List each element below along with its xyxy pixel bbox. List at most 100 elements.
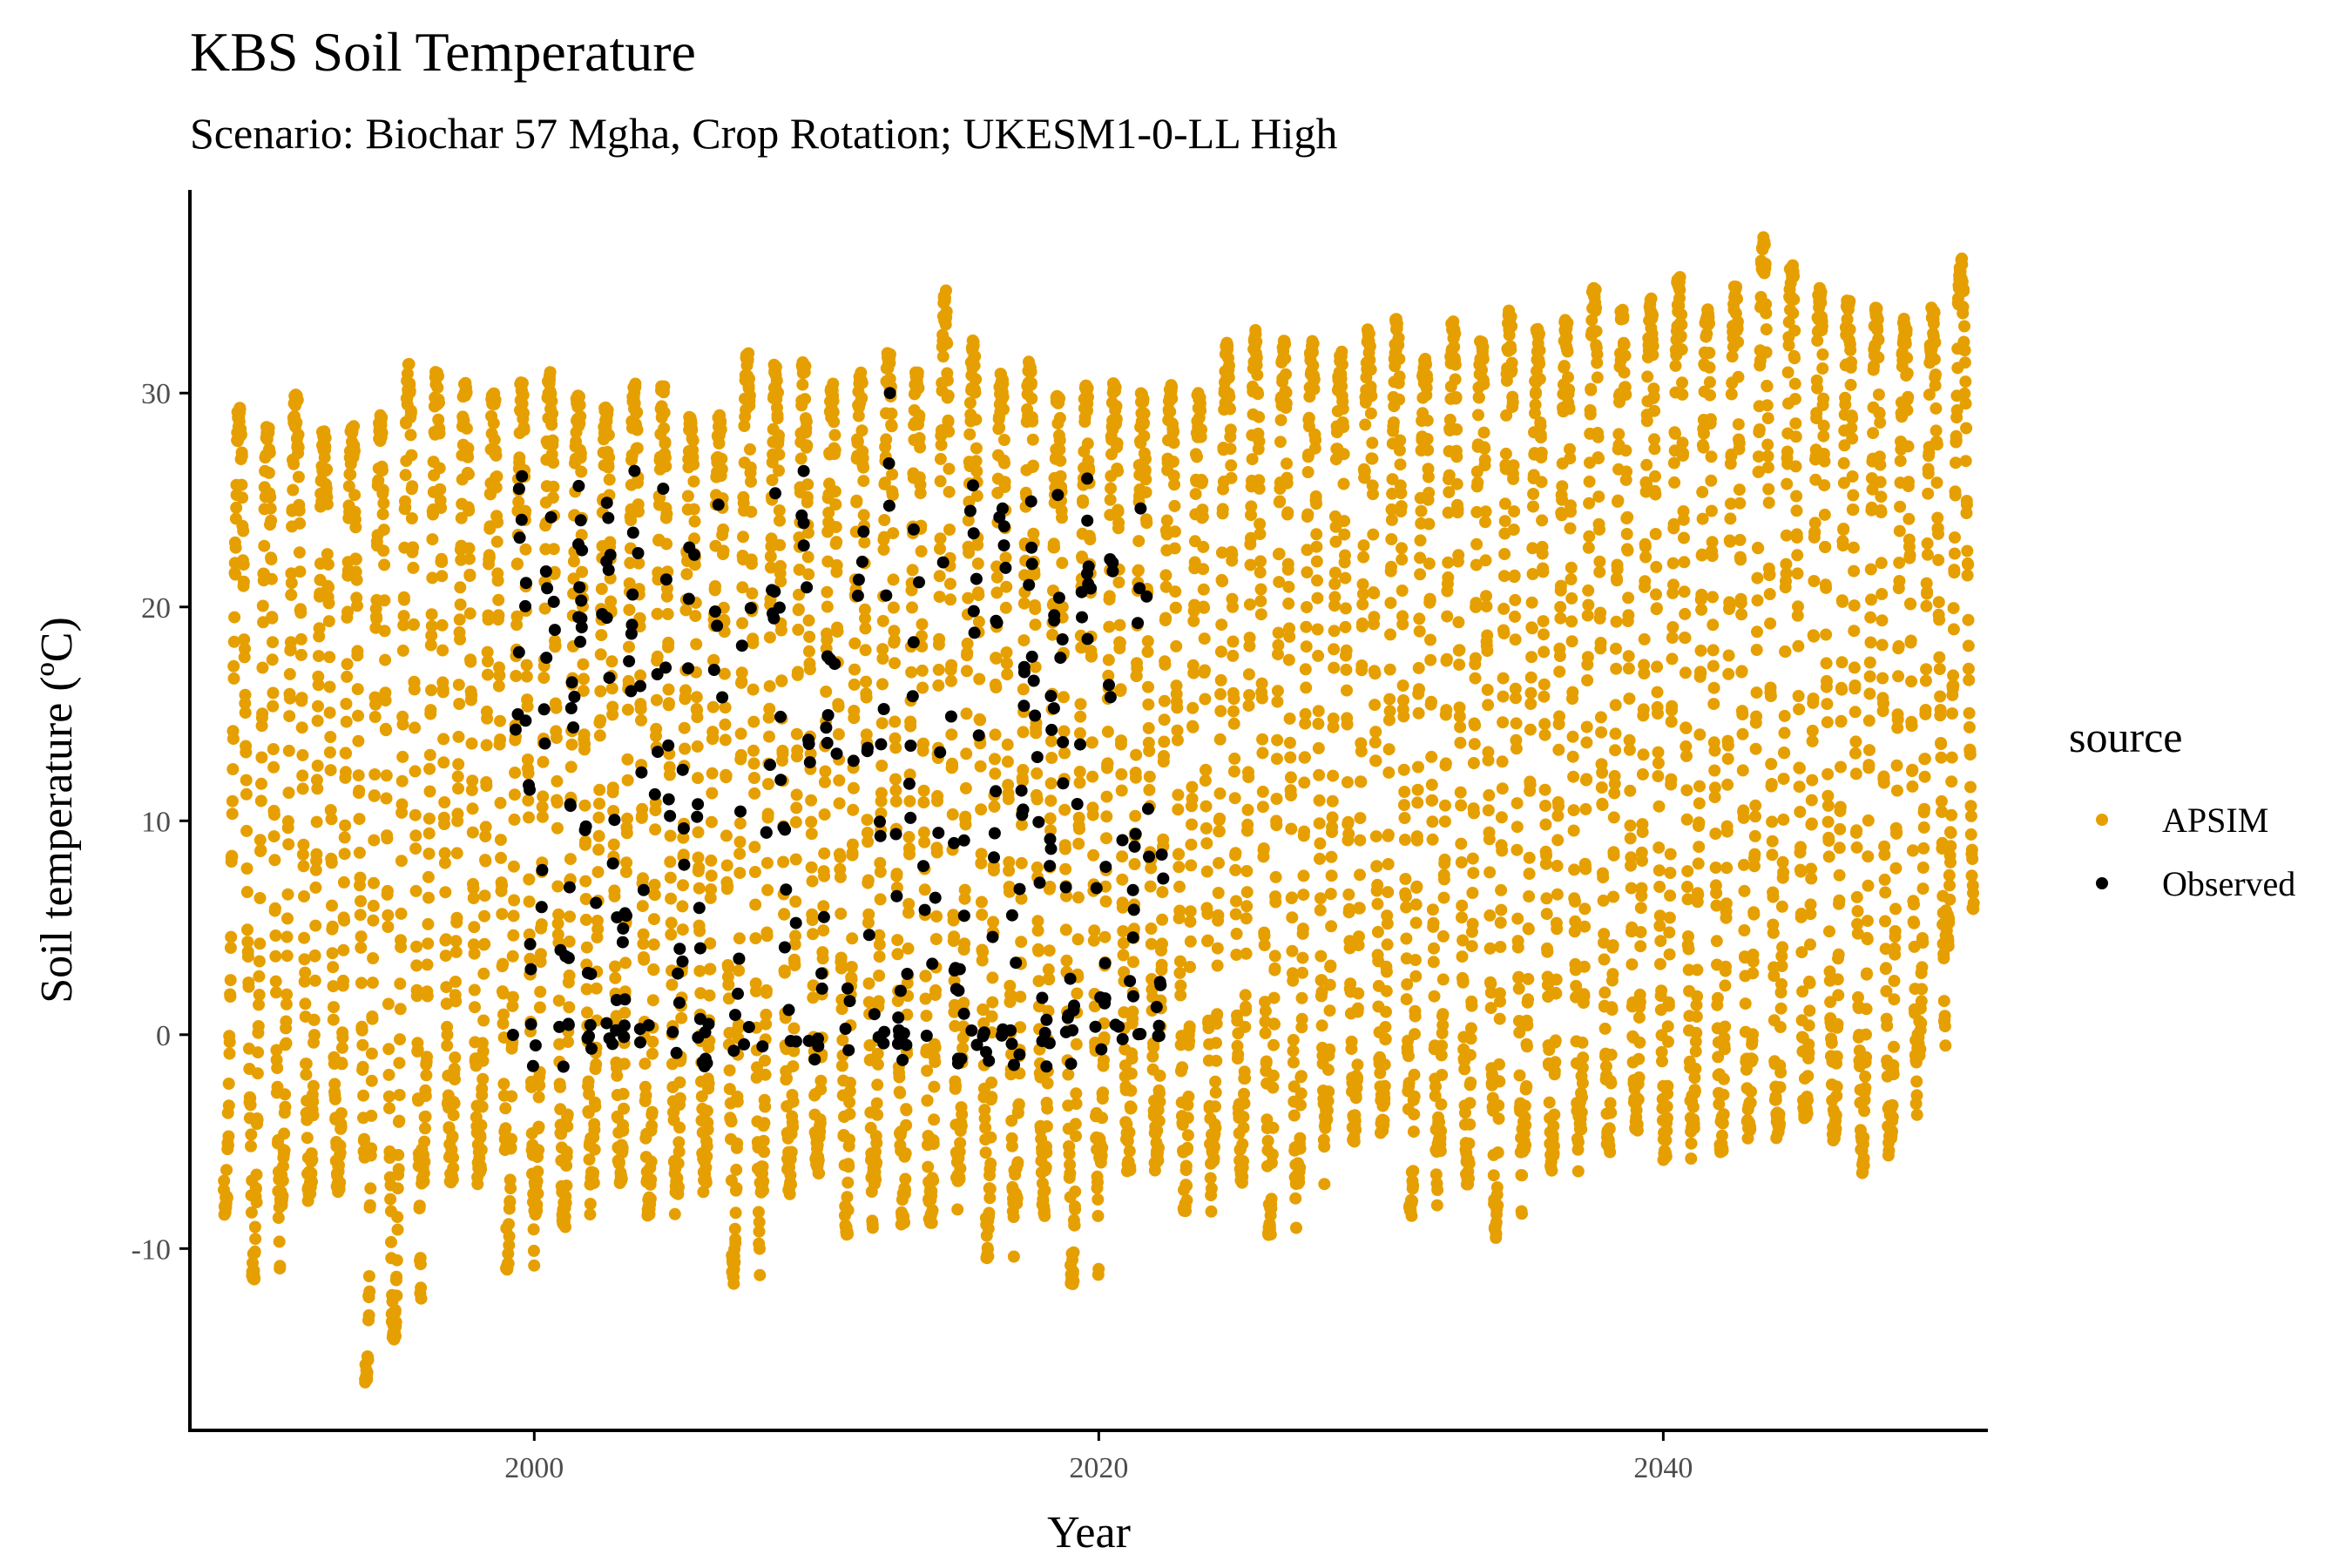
apsim-point (421, 990, 434, 1003)
apsim-point (365, 1074, 378, 1087)
apsim-point (1197, 583, 1210, 596)
apsim-point (619, 866, 632, 878)
apsim-point (1380, 984, 1393, 997)
apsim-point (998, 476, 1011, 489)
apsim-point (941, 337, 954, 350)
apsim-point (666, 978, 679, 991)
apsim-point (433, 427, 446, 440)
apsim-point (222, 1099, 235, 1112)
apsim-point (1397, 694, 1409, 706)
apsim-point (397, 610, 410, 623)
apsim-point (425, 684, 437, 697)
apsim-point (1381, 938, 1394, 951)
apsim-point (391, 1182, 404, 1195)
apsim-point (958, 937, 971, 950)
apsim-point (550, 701, 563, 714)
apsim-point (745, 475, 757, 488)
apsim-point (1382, 886, 1395, 899)
apsim-point (240, 886, 253, 898)
apsim-point (328, 1078, 341, 1091)
apsim-point (761, 883, 774, 896)
apsim-point (283, 710, 296, 723)
apsim-point (970, 373, 983, 386)
apsim-point (1100, 790, 1113, 803)
apsim-point (467, 938, 480, 951)
apsim-point (1482, 804, 1495, 817)
apsim-point (1396, 542, 1408, 555)
apsim-point (985, 1010, 998, 1023)
apsim-point (819, 765, 832, 778)
apsim-point (829, 498, 842, 511)
apsim-point (1407, 1125, 1420, 1139)
apsim-point (946, 760, 959, 774)
apsim-point (463, 570, 476, 582)
apsim-point (753, 1225, 766, 1238)
apsim-point (702, 1077, 715, 1090)
apsim-point (281, 814, 294, 828)
apsim-point (932, 679, 945, 692)
apsim-point (1463, 1157, 1476, 1170)
apsim-point (989, 728, 1002, 741)
apsim-point (1058, 803, 1071, 816)
apsim-point (1342, 815, 1355, 828)
apsim-point (942, 416, 955, 429)
apsim-point (693, 882, 706, 895)
apsim-point (631, 406, 644, 419)
apsim-point (455, 511, 468, 524)
apsim-point (743, 372, 755, 385)
apsim-point (409, 829, 422, 842)
apsim-point (408, 618, 420, 631)
apsim-point (721, 880, 734, 893)
apsim-point (1307, 337, 1320, 350)
apsim-point (1484, 866, 1497, 879)
apsim-point (830, 558, 843, 571)
apsim-point (531, 1187, 544, 1200)
apsim-point (1112, 576, 1125, 589)
apsim-point (1143, 745, 1156, 757)
apsim-point (1479, 554, 1492, 567)
apsim-point (1314, 903, 1327, 916)
apsim-point (1258, 939, 1271, 951)
apsim-point (606, 781, 619, 794)
apsim-point (784, 1169, 797, 1181)
apsim-point (349, 553, 362, 565)
apsim-point (687, 503, 700, 516)
apsim-point (1159, 580, 1173, 593)
apsim-point (1253, 482, 1266, 495)
apsim-point (1132, 564, 1145, 577)
apsim-point (1339, 620, 1352, 633)
apsim-point (1017, 763, 1030, 776)
apsim-point (632, 505, 645, 518)
apsim-point (1173, 861, 1186, 874)
apsim-point (242, 980, 255, 993)
apsim-point (733, 848, 747, 861)
apsim-point (978, 1112, 991, 1125)
apsim-point (1382, 858, 1395, 870)
apsim-point (269, 950, 282, 963)
apsim-point (324, 731, 337, 743)
apsim-point (1425, 750, 1438, 763)
apsim-point (327, 961, 340, 974)
apsim-point (392, 1163, 405, 1176)
apsim-point (1325, 920, 1338, 933)
apsim-point (449, 945, 463, 958)
apsim-point (673, 1092, 686, 1105)
apsim-point (280, 1015, 293, 1028)
apsim-point (561, 1108, 574, 1121)
apsim-point (590, 1058, 603, 1071)
apsim-point (1058, 725, 1071, 738)
apsim-point (734, 727, 747, 740)
apsim-point (1211, 1008, 1224, 1021)
apsim-point (873, 938, 886, 951)
apsim-point (391, 1211, 404, 1224)
apsim-point (803, 663, 816, 676)
apsim-point (389, 1315, 402, 1328)
apsim-point (1413, 683, 1425, 696)
apsim-point (1142, 680, 1154, 693)
apsim-point (562, 1036, 574, 1049)
apsim-point (1239, 989, 1252, 1002)
apsim-point (594, 713, 607, 727)
apsim-point (1238, 1087, 1250, 1100)
apsim-point (1184, 916, 1197, 929)
apsim-point (944, 674, 957, 687)
